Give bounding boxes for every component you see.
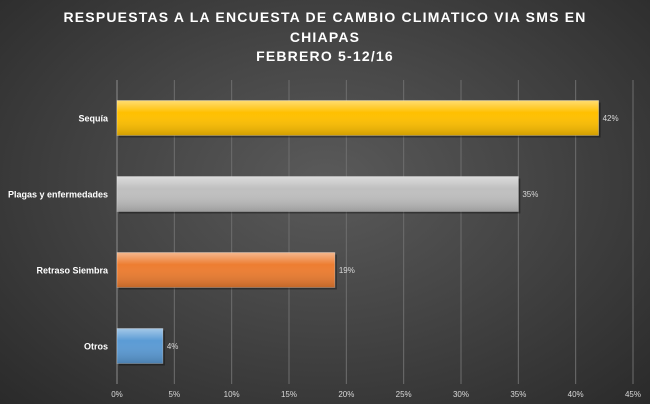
x-tick-label: 25% [396,390,412,399]
data-label: 42% [603,114,619,123]
data-label: 4% [167,342,179,351]
category-label: Plagas y enfermedades [8,190,108,200]
bar-highlight [117,176,519,212]
chart-title-line-1: RESPUESTAS A LA ENCUESTA DE CAMBIO CLIMA… [63,9,587,25]
category-label: Sequía [78,114,109,124]
bar-highlight [117,100,599,136]
x-tick-label: 15% [281,390,297,399]
chart-title-line-3: FEBRERO 5-12/16 [256,48,394,64]
x-tick-label: 30% [453,390,469,399]
x-tick-label: 10% [224,390,240,399]
chart-title-line-2: CHIAPAS [289,29,361,45]
x-tick-label: 40% [568,390,584,399]
x-tick-label: 45% [625,390,641,399]
bar-highlight [117,252,335,288]
bar-highlight [117,328,163,364]
x-tick-label: 0% [111,390,123,399]
category-label: Retraso Siembra [36,266,109,276]
data-label: 19% [339,266,355,275]
category-label: Otros [84,342,108,352]
x-tick-label: 35% [510,390,526,399]
data-label: 35% [522,190,538,199]
x-tick-label: 20% [338,390,354,399]
x-tick-label: 5% [169,390,181,399]
